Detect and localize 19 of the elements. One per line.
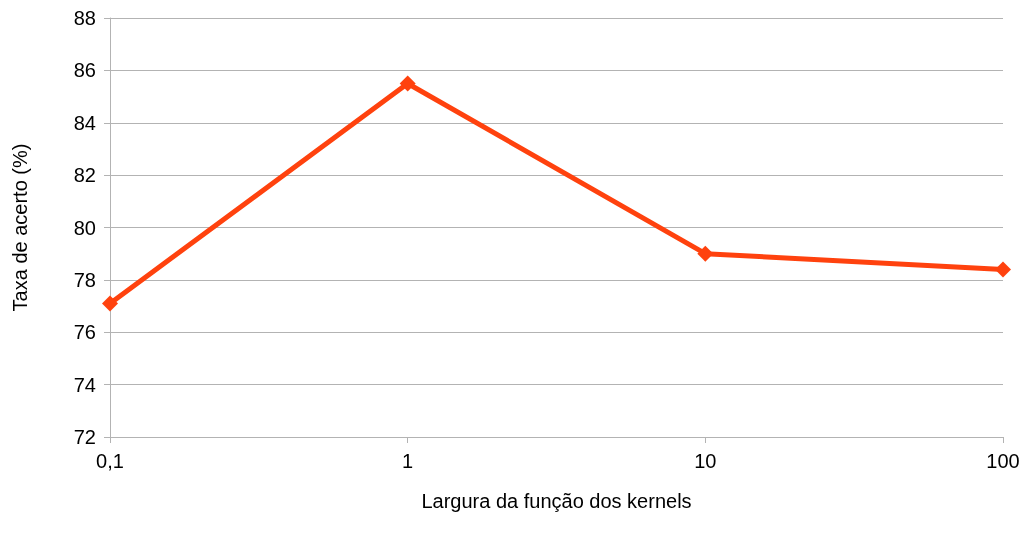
x-tick-label: 1 — [402, 450, 414, 472]
y-tick-label: 86 — [73, 59, 96, 82]
point — [697, 245, 714, 262]
y-tick-label: 84 — [73, 111, 96, 134]
y-tick-label: 76 — [73, 321, 96, 344]
y-tick-label: 88 — [73, 7, 96, 29]
x-tick-label: 10 — [694, 450, 717, 472]
y-tick-label: 80 — [73, 216, 96, 239]
y-tick-label: 82 — [73, 164, 96, 187]
y-axis-title: Taxa de acerto (%) — [9, 143, 31, 312]
point — [995, 261, 1011, 278]
point — [399, 75, 416, 92]
x-tick-label: 100 — [986, 450, 1020, 472]
point — [102, 295, 118, 312]
y-tick-label: 72 — [73, 426, 96, 448]
y-tick-label: 74 — [73, 373, 96, 396]
x-tick-label: 0,1 — [96, 450, 124, 472]
y-tick-label: 78 — [73, 268, 96, 291]
x-axis-title: Largura da função dos kernels — [421, 490, 692, 512]
